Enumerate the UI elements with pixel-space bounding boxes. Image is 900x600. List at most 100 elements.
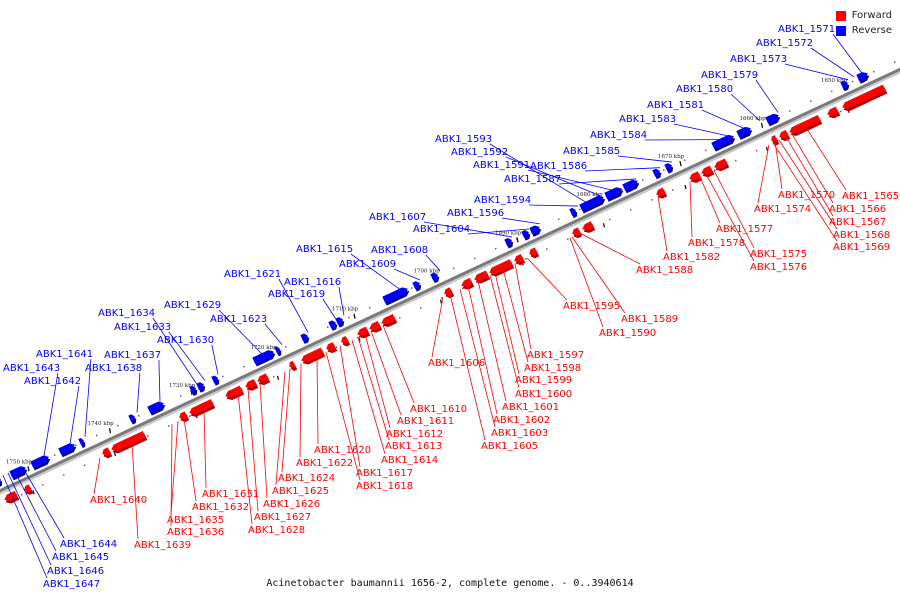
gene-label: ABK1_1610 <box>410 404 467 415</box>
axis-dot <box>42 484 44 486</box>
forward-gene <box>301 347 324 362</box>
gene-label: ABK1_1637 <box>104 350 161 361</box>
axis-dot <box>621 188 623 191</box>
gene-label: ABK1_1628 <box>248 525 305 536</box>
gene-label: ABK1_1577 <box>716 224 773 235</box>
kbp-tick-mark <box>679 160 682 167</box>
axis-dot <box>453 267 455 270</box>
reverse-gene <box>430 272 438 281</box>
axis-shadow <box>0 70 900 495</box>
leader-line <box>689 181 693 238</box>
gene-label: ABK1_1586 <box>530 161 587 172</box>
gene-label: ABK1_1626 <box>263 499 320 510</box>
leader-line <box>673 123 729 137</box>
leader-line <box>322 298 337 320</box>
leader-line <box>489 275 520 389</box>
forward-gene <box>779 129 789 139</box>
leader-line <box>382 325 415 404</box>
axis-dot <box>75 444 77 447</box>
leader-line <box>459 289 496 428</box>
gene-label: ABK1_1569 <box>833 242 890 253</box>
gene-label: ABK1_1627 <box>254 512 311 523</box>
forward-gene <box>189 399 214 415</box>
axis-dot <box>327 326 329 329</box>
gene-label: ABK1_1578 <box>688 238 745 249</box>
gene-label: ABK1_1631 <box>202 489 259 500</box>
gene-label: ABK1_1589 <box>621 314 678 325</box>
gene-label: ABK1_1619 <box>268 289 325 300</box>
forward-gene <box>102 447 111 456</box>
legend-forward: Forward <box>835 8 892 23</box>
forward-gene <box>461 277 473 288</box>
axis-dot <box>285 346 287 348</box>
gene-label: ABK1_1568 <box>833 230 890 241</box>
gene-label: ABK1_1609 <box>339 259 396 270</box>
leader-line <box>423 221 513 238</box>
leader-line <box>203 409 207 489</box>
gene-label: ABK1_1576 <box>750 262 807 273</box>
axis-dot <box>189 415 191 417</box>
axis-dot <box>84 464 86 467</box>
leader-line <box>730 93 761 122</box>
legend-forward-label: Forward <box>851 10 892 21</box>
forward-gene <box>656 187 666 197</box>
forward-gene <box>572 227 581 236</box>
kbp-tick-mark <box>358 337 361 342</box>
leader-line <box>810 47 855 78</box>
leader-line <box>701 109 745 129</box>
gene-label: ABK1_1612 <box>386 429 443 440</box>
gene-label: ABK1_1570 <box>778 190 835 201</box>
leader-line <box>579 232 641 265</box>
reverse-gene <box>211 375 218 384</box>
axis-dot <box>495 247 497 250</box>
kbp-tick-mark <box>684 184 687 190</box>
kbp-tick-label: 1690 kbp <box>495 230 522 236</box>
axis-dot <box>630 208 632 211</box>
gene-label: ABK1_1601 <box>502 402 559 413</box>
gene-label: ABK1_1591 <box>473 160 530 171</box>
axis-dot <box>369 306 371 309</box>
leader-line <box>705 173 755 262</box>
axis-dot <box>420 307 422 309</box>
leader-line <box>467 285 498 415</box>
leader-lines <box>2 33 863 579</box>
axis-dot <box>222 375 224 378</box>
gene-label: ABK1_1590 <box>599 328 656 339</box>
kbp-tick-label: 1670 kbp <box>658 154 685 160</box>
gene-features <box>0 72 888 504</box>
leader-line <box>351 339 386 455</box>
gene-label: ABK1_1594 <box>474 195 531 206</box>
leader-line <box>425 254 441 271</box>
kbp-tick-mark <box>276 375 280 380</box>
reverse-gene <box>328 320 336 329</box>
gene-label: ABK1_1640 <box>90 495 147 506</box>
axis-dot <box>609 218 611 221</box>
gene-label: ABK1_1579 <box>701 70 758 81</box>
legend: Forward Reverse <box>835 8 892 38</box>
leader-line <box>791 133 834 204</box>
leader-line <box>699 176 721 224</box>
axis-dot <box>21 494 23 496</box>
legend-reverse-label: Reverse <box>851 25 892 36</box>
reverse-gene <box>521 230 529 239</box>
forward-gene <box>369 320 381 331</box>
gene-label: ABK1_1581 <box>647 100 704 111</box>
leader-line <box>785 136 834 217</box>
reverse-gene <box>856 72 868 82</box>
kbp-tick-mark <box>516 237 519 243</box>
forward-gene <box>111 431 146 451</box>
reverse-gene <box>504 238 512 247</box>
kbp-tick-label: 1650 kbp <box>821 78 848 84</box>
leader-line <box>218 309 263 355</box>
axis-dot <box>147 435 149 437</box>
gene-label: ABK1_1597 <box>527 350 584 361</box>
reverse-gene <box>840 80 848 89</box>
kbp-tick-label: 1720 kbp <box>251 345 278 351</box>
reverse-gene <box>147 401 164 414</box>
leader-line <box>584 167 661 172</box>
forward-gene <box>326 342 336 351</box>
leader-line <box>558 178 637 185</box>
reverse-gene <box>78 437 84 446</box>
leader-line <box>571 236 626 314</box>
gene-label: ABK1_1580 <box>676 84 733 95</box>
